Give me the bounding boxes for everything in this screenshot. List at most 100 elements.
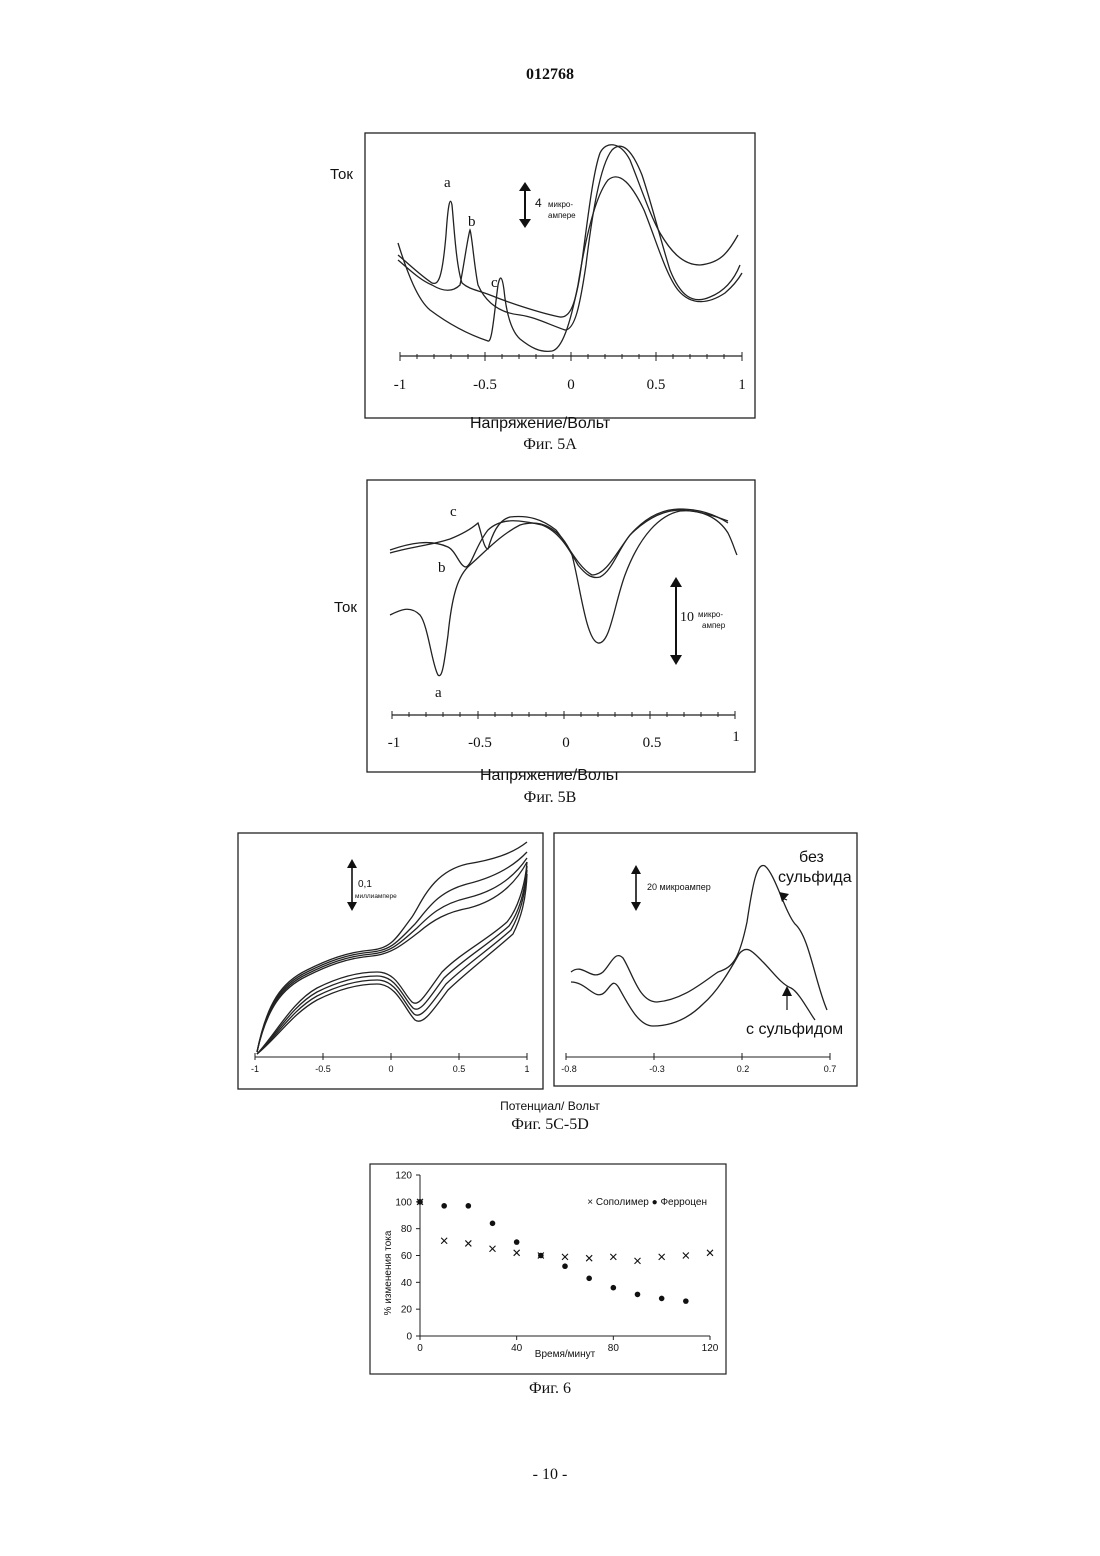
curve-a bbox=[398, 145, 738, 317]
figure-caption: Фиг. 5А bbox=[450, 436, 650, 454]
data-point-ferrocene bbox=[562, 1263, 568, 1269]
x-tick-label: 120 bbox=[702, 1343, 719, 1354]
curve-label-a: a bbox=[444, 175, 451, 191]
arrow-without-sulfide bbox=[779, 892, 789, 902]
data-point-ferrocene bbox=[683, 1298, 689, 1304]
x-tick-label: 0.5 bbox=[647, 377, 666, 393]
upper-curve-family bbox=[257, 842, 527, 1052]
x-tick-label: 0 bbox=[562, 735, 570, 751]
plot-frame bbox=[365, 133, 755, 418]
scale-bar bbox=[631, 865, 641, 911]
plot-frame bbox=[370, 1164, 726, 1374]
y-axis-label: Ток bbox=[330, 166, 353, 183]
data-point-copolymer bbox=[635, 1258, 641, 1264]
document-number: 012768 bbox=[0, 66, 1100, 84]
y-tick-label: 100 bbox=[395, 1197, 412, 1208]
x-axis-label: Напряжение/Вольт bbox=[480, 767, 720, 785]
scale-bar bbox=[347, 859, 357, 911]
data-point-ferrocene bbox=[417, 1199, 423, 1205]
x-tick-label: 1 bbox=[524, 1064, 529, 1074]
figure-5d: -0.8 -0.3 0.2 0.7 20 микроампер без суль… bbox=[553, 832, 863, 1092]
lower-curve-family bbox=[257, 862, 527, 1054]
x-tick-label: 0.5 bbox=[643, 735, 662, 751]
curve-label-a: a bbox=[435, 685, 442, 701]
figure-5c: -1 -0.5 0 0.5 1 0,1 миллиампере bbox=[237, 832, 547, 1092]
x-tick-label: 0.2 bbox=[737, 1064, 750, 1074]
curve-label-c: c bbox=[450, 504, 457, 520]
y-tick-label: 20 bbox=[401, 1305, 413, 1316]
data-point-copolymer bbox=[707, 1250, 713, 1256]
x-tick-label: 1 bbox=[732, 729, 740, 745]
plot-frame bbox=[238, 833, 543, 1089]
y-axis-label: Ток bbox=[334, 599, 357, 616]
curve-label-b: b bbox=[438, 560, 446, 576]
curve-label-b: b bbox=[468, 214, 476, 230]
legend-ferrocene: Ферроцен bbox=[660, 1197, 707, 1208]
data-point-ferrocene bbox=[490, 1221, 496, 1227]
figure-6: % изменения тока Время/минут × Сополимер… bbox=[369, 1163, 729, 1377]
y-axis-label: % изменения тока bbox=[383, 1230, 394, 1315]
scale-unit: ампер bbox=[702, 621, 726, 630]
data-point-copolymer bbox=[562, 1254, 568, 1260]
x-tick-label: -0.5 bbox=[468, 735, 492, 751]
x-tick-label: -0.5 bbox=[473, 377, 497, 393]
figure-caption: Фиг. 6 bbox=[450, 1380, 650, 1398]
scale-value: 0,1 bbox=[358, 879, 372, 890]
label-without-sulfide: без bbox=[799, 849, 824, 866]
data-point-copolymer bbox=[610, 1254, 616, 1260]
y-tick-label: 0 bbox=[406, 1332, 412, 1343]
x-tick-label: -1 bbox=[251, 1064, 259, 1074]
x-axis-label: Время/минут bbox=[535, 1349, 596, 1360]
data-point-ferrocene bbox=[611, 1285, 617, 1291]
x-tick-label: 0 bbox=[567, 377, 575, 393]
x-tick-label: 0.5 bbox=[453, 1064, 466, 1074]
legend-copolymer: Сополимер bbox=[596, 1197, 649, 1208]
data-point-copolymer bbox=[490, 1246, 496, 1252]
x-axis-label: Напряжение/Вольт bbox=[470, 415, 710, 433]
scale-value: 4 bbox=[535, 196, 542, 210]
data-point-copolymer bbox=[659, 1254, 665, 1260]
label-with-sulfide: с сульфидом bbox=[746, 1021, 843, 1038]
figure-5a: Ток -1 -0.5 0 0.5 1 4 микро- ампере a b … bbox=[320, 125, 770, 425]
x-tick-label: -1 bbox=[394, 377, 407, 393]
y-tick-label: 40 bbox=[401, 1278, 413, 1289]
data-point-ferrocene bbox=[635, 1292, 641, 1298]
scale-label: 20 микроампер bbox=[647, 882, 711, 892]
x-tick-label: 80 bbox=[608, 1343, 620, 1354]
scale-bar bbox=[519, 182, 531, 228]
data-point-ferrocene bbox=[466, 1203, 472, 1209]
data-point-copolymer bbox=[441, 1238, 447, 1244]
data-point-copolymer bbox=[465, 1240, 471, 1246]
scale-value: 10 bbox=[680, 610, 694, 625]
figure-caption: Фиг. 5С-5D bbox=[450, 1116, 650, 1134]
arrow-with-sulfide bbox=[782, 986, 792, 1010]
x-tick-label: 0.7 bbox=[824, 1064, 837, 1074]
y-tick-label: 80 bbox=[401, 1224, 413, 1235]
curve-a bbox=[390, 511, 737, 676]
x-tick-label: 1 bbox=[738, 377, 746, 393]
page-number: - 10 - bbox=[0, 1466, 1100, 1484]
x-tick-label: -0.3 bbox=[649, 1064, 665, 1074]
scale-unit: микро- bbox=[698, 610, 723, 619]
data-point-ferrocene bbox=[659, 1296, 665, 1302]
legend: × Сополимер ● Ферроцен bbox=[587, 1197, 707, 1208]
curve-label-c: c bbox=[491, 275, 498, 291]
data-point-ferrocene bbox=[514, 1239, 520, 1245]
scale-unit: микро- bbox=[548, 200, 573, 209]
scale-unit: миллиампере bbox=[355, 893, 397, 900]
x-tick-label: 40 bbox=[511, 1343, 523, 1354]
y-tick-label: 120 bbox=[395, 1171, 412, 1182]
x-tick-label: 0 bbox=[417, 1343, 423, 1354]
x-tick-label: -0.5 bbox=[315, 1064, 331, 1074]
data-point-ferrocene bbox=[441, 1203, 447, 1209]
figure-5b: Ток -1 -0.5 0 0.5 1 10 микро- ампер a b … bbox=[320, 475, 770, 775]
curve-b bbox=[398, 146, 740, 330]
figure-caption: Фиг. 5В bbox=[450, 789, 650, 807]
data-point-copolymer bbox=[586, 1255, 592, 1261]
data-point-copolymer bbox=[683, 1253, 689, 1259]
x-axis-label: Потенциал/ Вольт bbox=[450, 1099, 650, 1113]
legend-marker-ferrocene: ● bbox=[649, 1197, 661, 1208]
x-tick-label: 0 bbox=[388, 1064, 393, 1074]
curve-with-sulfide bbox=[571, 949, 815, 1026]
x-tick-label: -0.8 bbox=[561, 1064, 577, 1074]
